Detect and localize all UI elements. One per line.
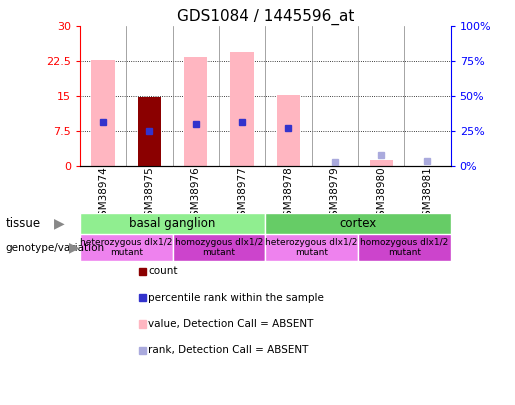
Text: percentile rank within the sample: percentile rank within the sample bbox=[148, 293, 324, 303]
Bar bbox=[358, 234, 451, 261]
Text: genotype/variation: genotype/variation bbox=[5, 243, 104, 253]
Text: ▶: ▶ bbox=[54, 216, 64, 230]
Text: rank, Detection Call = ABSENT: rank, Detection Call = ABSENT bbox=[148, 345, 308, 355]
Bar bbox=[184, 57, 207, 166]
Text: GSM38978: GSM38978 bbox=[283, 166, 294, 224]
Bar bbox=[92, 60, 114, 166]
Text: heterozygous dlx1/2
mutant: heterozygous dlx1/2 mutant bbox=[265, 238, 358, 257]
Text: GSM38974: GSM38974 bbox=[98, 166, 108, 224]
Text: cortex: cortex bbox=[339, 217, 376, 230]
Bar bbox=[265, 234, 358, 261]
Bar bbox=[138, 97, 161, 166]
Text: count: count bbox=[148, 266, 178, 276]
Text: ▶: ▶ bbox=[70, 241, 80, 254]
Bar bbox=[265, 213, 451, 234]
Text: GSM38980: GSM38980 bbox=[376, 166, 386, 223]
Text: basal ganglion: basal ganglion bbox=[129, 217, 216, 230]
Text: GSM38981: GSM38981 bbox=[422, 166, 433, 224]
Text: homozygous dlx1/2
mutant: homozygous dlx1/2 mutant bbox=[175, 238, 263, 257]
Bar bbox=[369, 160, 392, 166]
Text: GSM38976: GSM38976 bbox=[191, 166, 201, 224]
Bar bbox=[277, 95, 300, 166]
Text: value, Detection Call = ABSENT: value, Detection Call = ABSENT bbox=[148, 319, 314, 329]
Text: GSM38979: GSM38979 bbox=[330, 166, 340, 224]
Bar bbox=[80, 213, 265, 234]
Text: tissue: tissue bbox=[5, 217, 40, 230]
Title: GDS1084 / 1445596_at: GDS1084 / 1445596_at bbox=[177, 9, 354, 25]
Bar bbox=[231, 52, 253, 166]
Text: GSM38975: GSM38975 bbox=[144, 166, 154, 224]
Bar bbox=[173, 234, 265, 261]
Text: heterozygous dlx1/2
mutant: heterozygous dlx1/2 mutant bbox=[80, 238, 173, 257]
Text: GSM38977: GSM38977 bbox=[237, 166, 247, 224]
Text: homozygous dlx1/2
mutant: homozygous dlx1/2 mutant bbox=[360, 238, 449, 257]
Bar bbox=[80, 234, 173, 261]
